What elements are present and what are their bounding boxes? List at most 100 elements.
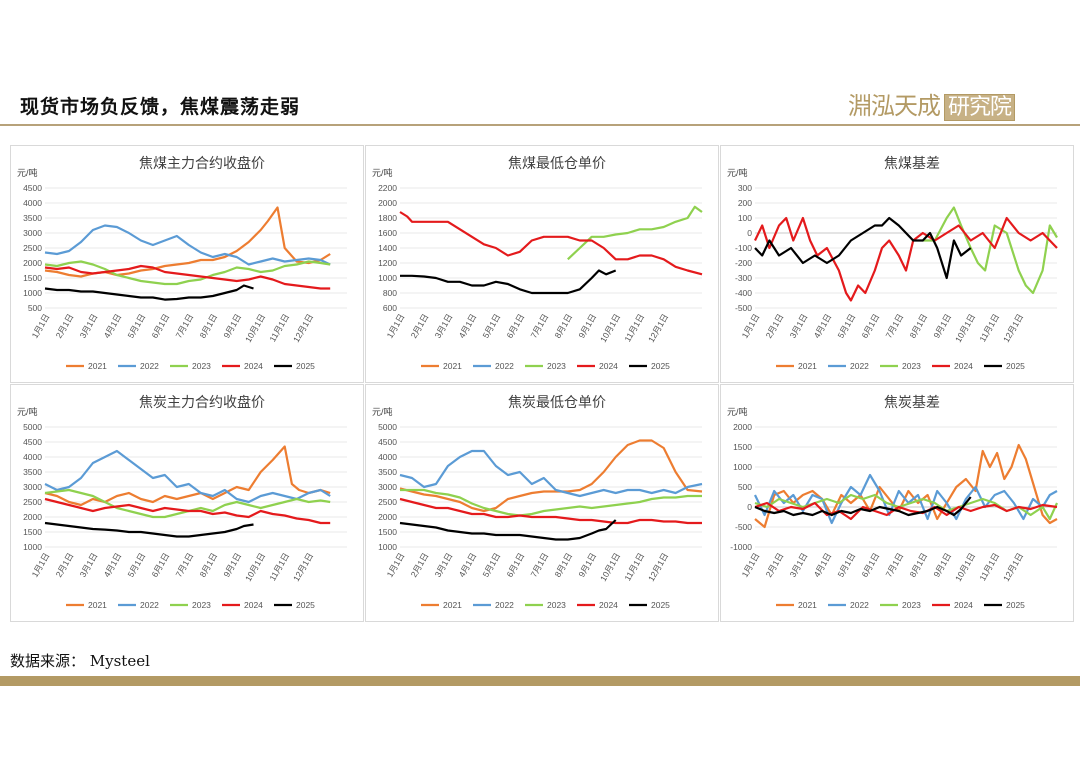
x-tick-label: 2月1日 bbox=[54, 551, 76, 579]
x-tick-label: 4月1日 bbox=[457, 551, 479, 579]
y-tick-label: 300 bbox=[738, 183, 752, 193]
y-tick-label: 3500 bbox=[23, 213, 42, 223]
x-tick-label: 11月1日 bbox=[977, 312, 1001, 343]
x-tick-label: 10月1日 bbox=[243, 312, 267, 344]
legend-label-2023: 2023 bbox=[192, 361, 211, 371]
legend-label-2023: 2023 bbox=[192, 600, 211, 610]
y-tick-label: 3000 bbox=[378, 482, 397, 492]
y-tick-label: -400 bbox=[735, 288, 752, 298]
x-tick-label: 2月1日 bbox=[54, 312, 76, 340]
x-tick-label: 3月1日 bbox=[788, 312, 810, 340]
x-tick-label: 4月1日 bbox=[102, 551, 124, 579]
x-tick-label: 4月1日 bbox=[812, 312, 834, 340]
y-tick-label: -500 bbox=[735, 522, 752, 532]
legend-label-2024: 2024 bbox=[244, 600, 263, 610]
x-tick-label: 6月1日 bbox=[504, 551, 526, 579]
legend-label-2021: 2021 bbox=[798, 600, 817, 610]
header-divider bbox=[0, 124, 1080, 126]
series-line-2025 bbox=[754, 216, 972, 280]
series-line-2021 bbox=[399, 439, 703, 513]
legend-label-2022: 2022 bbox=[850, 600, 869, 610]
data-source: 数据来源： Mysteel bbox=[10, 652, 150, 670]
y-tick-label: 1000 bbox=[23, 288, 42, 298]
x-tick-label: 8月1日 bbox=[552, 312, 574, 340]
x-tick-label: 11月1日 bbox=[622, 551, 646, 582]
series-line-2023 bbox=[567, 205, 703, 261]
x-tick-label: 9月1日 bbox=[221, 551, 243, 579]
legend-label-2024: 2024 bbox=[244, 361, 263, 371]
series-line-2025 bbox=[400, 269, 617, 295]
y-tick-label: 2500 bbox=[378, 497, 397, 507]
x-tick-label: 1月1日 bbox=[385, 551, 407, 579]
y-tick-label: 3500 bbox=[378, 467, 397, 477]
x-tick-label: 7月1日 bbox=[173, 312, 195, 340]
legend-label-2023: 2023 bbox=[902, 600, 921, 610]
legend-label-2025: 2025 bbox=[651, 361, 670, 371]
y-tick-label: 1500 bbox=[23, 273, 42, 283]
x-tick-label: 1月1日 bbox=[740, 312, 762, 340]
y-tick-label: 5000 bbox=[378, 422, 397, 432]
x-tick-label: 8月1日 bbox=[552, 551, 574, 579]
series-line-2024 bbox=[399, 497, 702, 525]
y-tick-label: 1000 bbox=[378, 542, 397, 552]
legend-label-2021: 2021 bbox=[88, 600, 107, 610]
x-tick-label: 11月1日 bbox=[622, 312, 646, 343]
chart-grid: 焦煤主力合约收盘价 元/吨 500 1000 1500 2000 2500 3000 3500 4… bbox=[10, 145, 1074, 622]
y-tick-label: 1500 bbox=[733, 442, 752, 452]
x-tick-label: 10月1日 bbox=[953, 312, 977, 344]
x-tick-label: 12月1日 bbox=[646, 312, 670, 344]
x-tick-label: 3月1日 bbox=[433, 312, 455, 340]
y-tick-label: 2500 bbox=[23, 497, 42, 507]
series-line-2022 bbox=[44, 449, 331, 504]
y-tick-label: -100 bbox=[735, 243, 752, 253]
y-tick-label: 3000 bbox=[23, 228, 42, 238]
x-tick-label: 7月1日 bbox=[173, 551, 195, 579]
y-tick-label: 4000 bbox=[23, 198, 42, 208]
y-axis-unit: 元/吨 bbox=[372, 167, 393, 178]
y-axis-unit: 元/吨 bbox=[372, 406, 393, 417]
legend-label-2024: 2024 bbox=[599, 600, 618, 610]
chart-title: 焦煤基差 bbox=[884, 155, 940, 171]
y-tick-label: 5000 bbox=[23, 422, 42, 432]
x-tick-label: 1月1日 bbox=[30, 312, 52, 340]
legend-label-2023: 2023 bbox=[547, 361, 566, 371]
x-tick-label: 4月1日 bbox=[457, 312, 479, 340]
legend-label-2022: 2022 bbox=[495, 361, 514, 371]
series-line-2023 bbox=[922, 206, 1058, 295]
x-tick-label: 9月1日 bbox=[931, 312, 953, 340]
legend-label-2023: 2023 bbox=[547, 600, 566, 610]
series-line-2024 bbox=[754, 501, 1058, 521]
x-tick-label: 8月1日 bbox=[907, 551, 929, 579]
y-tick-label: 500 bbox=[738, 482, 752, 492]
series-line-2023 bbox=[400, 488, 702, 517]
x-tick-label: 12月1日 bbox=[291, 551, 315, 583]
y-tick-label: 800 bbox=[383, 288, 397, 298]
legend-label-2024: 2024 bbox=[954, 361, 973, 371]
legend-label-2025: 2025 bbox=[651, 600, 670, 610]
y-tick-label: 2000 bbox=[378, 198, 397, 208]
y-tick-label: 1800 bbox=[378, 213, 397, 223]
x-tick-label: 2月1日 bbox=[409, 551, 431, 579]
legend-label-2025: 2025 bbox=[296, 361, 315, 371]
series-line-2022 bbox=[399, 449, 703, 498]
x-tick-label: 4月1日 bbox=[812, 551, 834, 579]
x-tick-label: 5月1日 bbox=[126, 551, 148, 579]
legend-label-2023: 2023 bbox=[902, 361, 921, 371]
y-tick-label: 1600 bbox=[378, 228, 397, 238]
y-tick-label: 3500 bbox=[23, 467, 42, 477]
x-tick-label: 10月1日 bbox=[598, 312, 622, 344]
x-tick-label: 6月1日 bbox=[504, 312, 526, 340]
series-line-2021 bbox=[754, 443, 1058, 529]
series-line-2022 bbox=[754, 473, 1058, 525]
x-tick-label: 6月1日 bbox=[149, 312, 171, 340]
x-tick-label: 3月1日 bbox=[433, 551, 455, 579]
y-tick-label: 3000 bbox=[23, 482, 42, 492]
x-tick-label: 2月1日 bbox=[764, 312, 786, 340]
legend-label-2021: 2021 bbox=[443, 361, 462, 371]
y-tick-label: 2500 bbox=[23, 243, 42, 253]
chart-panel-3: 焦煤基差 元/吨 -500 -400 -300 -200 -100 0 100 200 300 1月1… bbox=[720, 145, 1074, 383]
y-tick-label: 4500 bbox=[23, 183, 42, 193]
x-tick-label: 12月1日 bbox=[1001, 551, 1025, 583]
